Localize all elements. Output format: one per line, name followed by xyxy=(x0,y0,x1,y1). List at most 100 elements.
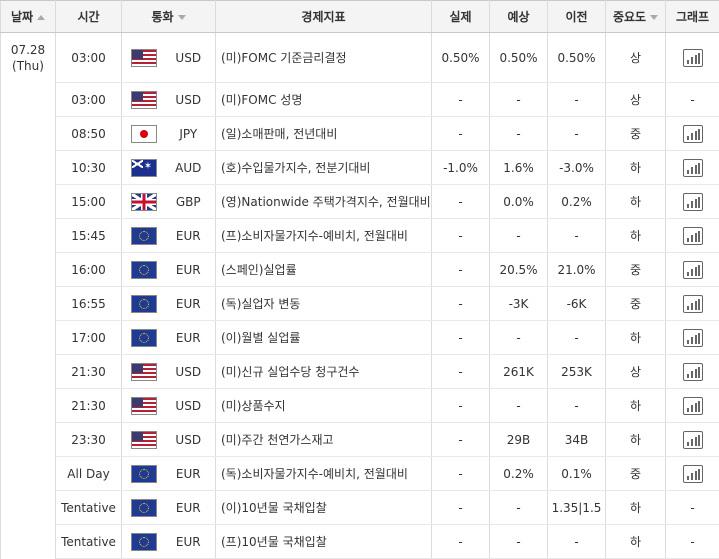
flag-cell xyxy=(122,355,166,389)
graph-cell[interactable] xyxy=(666,253,719,287)
actual-cell: - xyxy=(432,185,490,219)
flag-cell xyxy=(122,287,166,321)
actual-cell: 0.50% xyxy=(432,33,490,83)
importance-cell: 중 xyxy=(606,287,666,321)
indicator-cell[interactable]: (미)상품수지 xyxy=(216,389,432,423)
currency-cell: EUR xyxy=(166,287,216,321)
chart-icon[interactable] xyxy=(683,261,703,279)
graph-cell[interactable] xyxy=(666,117,719,151)
importance-cell: 상 xyxy=(606,355,666,389)
indicator-cell[interactable]: (영)Nationwide 주택가격지수, 전월대비 xyxy=(216,185,432,219)
graph-cell[interactable] xyxy=(666,389,719,423)
table-header-row: 날짜 시간 통화 경제지표 실제 예상 이전 중요도 그래프 xyxy=(1,1,719,33)
importance-cell: 하 xyxy=(606,185,666,219)
col-importance-header[interactable]: 중요도 xyxy=(606,1,666,33)
indicator-cell[interactable]: (미)FOMC 기준금리결정 xyxy=(216,33,432,83)
graph-cell[interactable] xyxy=(666,321,719,355)
chart-icon[interactable] xyxy=(683,159,703,177)
flag-cell xyxy=(122,491,166,525)
date-cell: 07.28(Thu) xyxy=(1,33,56,83)
indicator-cell[interactable]: (프)소비자물가지수-예비치, 전월대비 xyxy=(216,219,432,253)
graph-cell[interactable] xyxy=(666,287,719,321)
graph-cell[interactable] xyxy=(666,33,719,83)
flag-cell xyxy=(122,117,166,151)
forecast-cell: 0.50% xyxy=(490,33,548,83)
time-cell: Tentative xyxy=(56,525,122,559)
currency-cell: EUR xyxy=(166,491,216,525)
previous-cell: 0.50% xyxy=(548,33,606,83)
forecast-cell: - xyxy=(490,525,548,559)
chart-icon[interactable] xyxy=(683,49,703,67)
chart-icon[interactable] xyxy=(683,227,703,245)
us-flag-icon xyxy=(131,397,157,415)
indicator-cell[interactable]: (이)월별 실업률 xyxy=(216,321,432,355)
sort-down-icon xyxy=(650,15,658,20)
chart-icon[interactable] xyxy=(683,465,703,483)
time-cell: All Day xyxy=(56,457,122,491)
time-cell: 23:30 xyxy=(56,423,122,457)
table-row: 10:30AUD(호)수입물가지수, 전분기대비-1.0%1.6%-3.0%하 xyxy=(1,151,719,185)
us-flag-icon xyxy=(131,363,157,381)
indicator-cell[interactable]: (미)주간 천연가스재고 xyxy=(216,423,432,457)
eu-flag-icon xyxy=(131,329,157,347)
forecast-cell: 20.5% xyxy=(490,253,548,287)
actual-cell: - xyxy=(432,117,490,151)
previous-cell: -6K xyxy=(548,287,606,321)
chart-icon[interactable] xyxy=(683,193,703,211)
indicator-cell[interactable]: (독)실업자 변동 xyxy=(216,287,432,321)
time-cell: 15:45 xyxy=(56,219,122,253)
actual-cell: - xyxy=(432,423,490,457)
date-cell xyxy=(1,423,56,457)
col-time-header: 시간 xyxy=(56,1,122,33)
date-weekday: (Thu) xyxy=(1,58,55,74)
previous-cell: - xyxy=(548,83,606,117)
indicator-cell[interactable]: (일)소매판매, 전년대비 xyxy=(216,117,432,151)
previous-cell: 34B xyxy=(548,423,606,457)
previous-cell: 0.2% xyxy=(548,185,606,219)
indicator-cell[interactable]: (이)10년물 국채입찰 xyxy=(216,491,432,525)
chart-icon[interactable] xyxy=(683,397,703,415)
graph-cell[interactable] xyxy=(666,219,719,253)
importance-cell: 하 xyxy=(606,389,666,423)
graph-cell[interactable] xyxy=(666,355,719,389)
eu-flag-icon xyxy=(131,533,157,551)
currency-cell: EUR xyxy=(166,525,216,559)
chart-icon[interactable] xyxy=(683,295,703,313)
indicator-cell[interactable]: (미)신규 실업수당 청구건수 xyxy=(216,355,432,389)
indicator-cell[interactable]: (스페인)실업률 xyxy=(216,253,432,287)
indicator-cell[interactable]: (호)수입물가지수, 전분기대비 xyxy=(216,151,432,185)
indicator-cell[interactable]: (미)FOMC 성명 xyxy=(216,83,432,117)
graph-cell: - xyxy=(666,525,719,559)
forecast-cell: - xyxy=(490,389,548,423)
indicator-cell[interactable]: (프)10년물 국채입찰 xyxy=(216,525,432,559)
flag-cell xyxy=(122,151,166,185)
date-cell xyxy=(1,457,56,491)
actual-cell: - xyxy=(432,83,490,117)
date-cell xyxy=(1,83,56,117)
importance-cell: 중 xyxy=(606,253,666,287)
chart-icon[interactable] xyxy=(683,329,703,347)
indicator-cell[interactable]: (독)소비자물가지수-예비치, 전월대비 xyxy=(216,457,432,491)
col-date-header[interactable]: 날짜 xyxy=(1,1,56,33)
forecast-cell: 0.2% xyxy=(490,457,548,491)
time-cell: 08:50 xyxy=(56,117,122,151)
time-cell: 21:30 xyxy=(56,389,122,423)
currency-cell: EUR xyxy=(166,321,216,355)
chart-icon[interactable] xyxy=(683,125,703,143)
chart-icon[interactable] xyxy=(683,363,703,381)
currency-cell: GBP xyxy=(166,185,216,219)
col-currency-header[interactable]: 통화 xyxy=(122,1,216,33)
graph-cell[interactable] xyxy=(666,151,719,185)
col-currency-label: 통화 xyxy=(151,10,173,24)
graph-cell[interactable] xyxy=(666,185,719,219)
graph-cell[interactable] xyxy=(666,457,719,491)
graph-cell[interactable] xyxy=(666,423,719,457)
chart-icon[interactable] xyxy=(683,431,703,449)
